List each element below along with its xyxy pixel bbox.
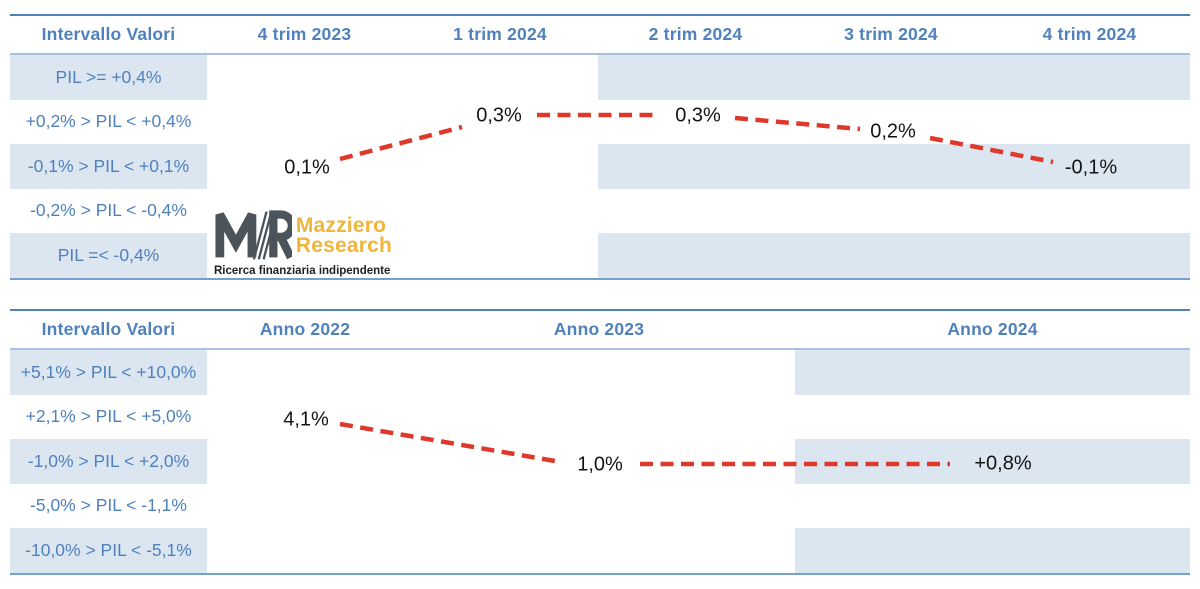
data-label-4trim2023: 0,1% [284,156,330,179]
logo-tagline: Ricerca finanziaria indipendente [214,265,391,277]
table2-header-col3: Anno 2024 [947,319,1038,339]
table-row: PIL =< -0,4% [10,233,1190,278]
interval-label: -1,0% > PIL < +2,0% [27,450,190,471]
table1-body: PIL >= +0,4% +0,2% > PIL < +0,4% -0,1% >… [10,55,1190,278]
table2-header-col1: Anno 2022 [259,319,351,339]
table1-header-col5: 4 trim 2024 [1042,24,1137,44]
data-label-3trim2024: 0,2% [870,120,916,143]
interval-label: -0,2% > PIL < -0,4% [30,200,187,221]
table-row: PIL >= +0,4% [10,55,1190,100]
interval-label: +2,1% > PIL < +5,0% [25,406,192,427]
table1-bottom-border [10,278,1190,280]
data-label-2trim2024: 0,3% [675,104,721,127]
table1-header-col1: 4 trim 2023 [257,24,352,44]
interval-label: +0,2% > PIL < +0,4% [25,111,192,132]
interval-label: PIL >= +0,4% [55,66,162,87]
table-row: -0,2% > PIL < -0,4% [10,188,1190,234]
table1-header-col2: 1 trim 2024 [453,24,547,44]
table1-header-row: Intervallo Valori 4 trim 2023 1 trim 202… [0,16,1200,53]
table2-bottom-border [10,573,1190,575]
interval-label: -5,0% > PIL < -1,1% [30,495,187,516]
logo-top-row: Mazziero Research [214,206,392,262]
table2-plot-whitebox [207,350,795,573]
table1-top-border [10,14,1190,16]
logo-name-line1: Mazziero [295,214,387,237]
table1-header-intervallo: Intervallo Valori [41,24,176,44]
data-label-4trim2024: -0,1% [1064,156,1118,179]
table2-header-underline [10,348,1190,350]
interval-label: -10,0% > PIL < -5,1% [25,539,192,560]
interval-label: +5,1% > PIL < +10,0% [20,361,197,382]
table2-header-row: Intervallo Valori Anno 2022 Anno 2023 An… [0,311,1200,348]
interval-label: PIL =< -0,4% [57,244,160,265]
table-row: +0,2% > PIL < +0,4% [10,99,1190,145]
data-label-anno2024: +0,8% [974,452,1032,475]
mr-monogram-icon [215,210,292,260]
table1-header-underline [10,53,1190,55]
table2-top-border [10,309,1190,311]
data-label-anno2022: 4,1% [283,408,329,431]
data-label-anno2023: 1,0% [577,453,623,476]
interval-label: -0,1% > PIL < +0,1% [27,155,190,176]
table1-header-col4: 3 trim 2024 [844,24,938,44]
data-label-1trim2024: 0,3% [476,104,522,127]
table-row: -0,1% > PIL < +0,1% [10,144,1190,189]
logo-name-line2: Research [295,234,392,257]
table2-header-intervallo: Intervallo Valori [41,319,176,339]
table2-header-col2: Anno 2023 [553,319,645,339]
logo-wordmark: Mazziero Research [295,214,392,257]
table1-header-col3: 2 trim 2024 [648,24,743,44]
mazziero-research-logo: Mazziero Research Ricerca finanziaria in… [214,206,392,277]
